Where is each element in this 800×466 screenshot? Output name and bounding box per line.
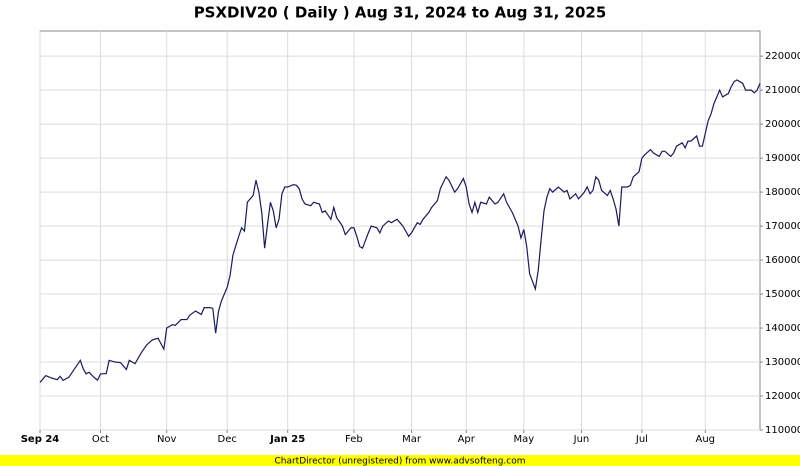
y-tick-label: 220000 <box>765 51 800 62</box>
x-tick-label: Nov <box>157 434 177 445</box>
footer: ChartDirector (unregistered) from www.ad… <box>274 457 525 466</box>
x-tick-label: Sep 24 <box>21 434 60 445</box>
chart-title: PSXDIV20 ( Daily ) Aug 31, 2024 to Aug 3… <box>194 4 607 22</box>
x-tick-label: Jul <box>635 434 648 445</box>
plot-area <box>39 30 761 431</box>
x-tick-label: Jun <box>573 434 590 445</box>
y-tick-label: 180000 <box>765 187 800 198</box>
y-tick-label: 150000 <box>765 289 800 300</box>
x-tick-label: Feb <box>345 434 363 445</box>
x-tick-label: Dec <box>218 434 237 445</box>
y-tick-label: 120000 <box>765 391 800 402</box>
footer-bar <box>0 455 800 466</box>
x-tick-label: Aug <box>696 434 716 445</box>
y-tick-label: 110000 <box>765 425 800 436</box>
y-tick-label: 170000 <box>765 221 800 232</box>
x-tick-label: Oct <box>92 434 109 445</box>
line <box>39 79 761 383</box>
x-tick-label: Jan 25 <box>269 434 305 445</box>
y-tick-label: 140000 <box>765 323 800 334</box>
x-tick-label: Apr <box>458 434 476 445</box>
y-tick-label: 210000 <box>765 85 800 96</box>
y-tick-label: 160000 <box>765 255 800 266</box>
y-tick-label: 130000 <box>765 357 800 368</box>
x-tick-label: Mar <box>402 434 422 445</box>
y-tick-label: 190000 <box>765 153 800 164</box>
y-tick-label: 200000 <box>765 119 800 130</box>
x-tick-label: May <box>513 434 534 445</box>
